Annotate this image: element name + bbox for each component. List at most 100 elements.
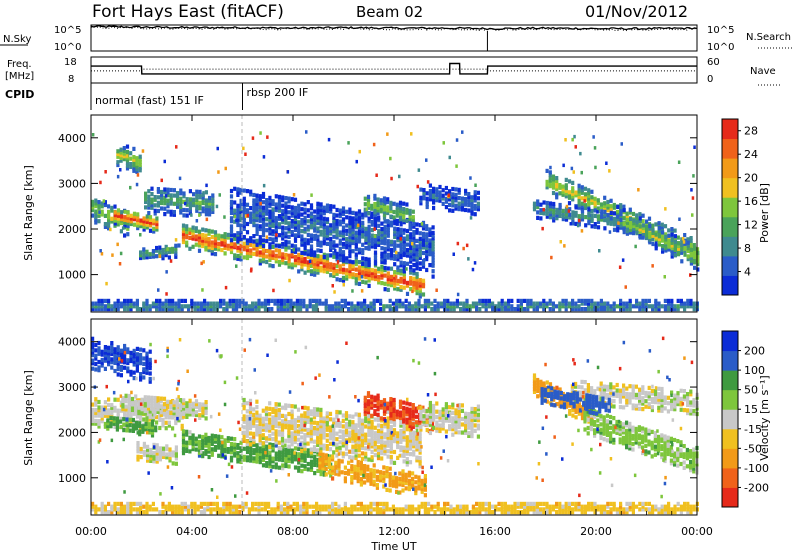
scatter-cell <box>246 238 249 242</box>
scatter-cell <box>364 416 367 420</box>
scatter-cell <box>412 230 415 234</box>
scatter-cell <box>310 269 313 273</box>
scatter-cell <box>143 450 146 454</box>
scatter-cell <box>173 194 176 198</box>
scatter-cell <box>277 299 280 303</box>
speckle-cell <box>166 247 169 251</box>
scatter-cell <box>364 257 367 261</box>
scatter-cell <box>412 263 415 267</box>
scatter-cell <box>613 203 616 207</box>
speckle-cell <box>455 164 458 168</box>
scatter-cell <box>403 459 406 463</box>
scatter-cell <box>170 210 173 214</box>
speckle-cell <box>293 248 296 252</box>
scatter-cell <box>300 414 303 418</box>
scatter-cell <box>355 259 358 263</box>
scatter-cell <box>428 238 431 242</box>
speckle-cell <box>119 262 122 266</box>
scatter-cell <box>195 234 198 238</box>
scatter-cell <box>288 235 291 239</box>
scatter-cell <box>385 304 388 308</box>
scatter-cell <box>389 304 392 308</box>
scatter-cell <box>645 220 648 224</box>
scatter-cell <box>110 304 113 308</box>
scatter-cell <box>316 421 319 425</box>
scatter-cell <box>233 209 236 213</box>
scatter-cell <box>97 419 100 423</box>
scatter-cell <box>278 403 281 407</box>
scatter-cell <box>438 190 441 194</box>
speckle-cell <box>405 267 408 271</box>
scatter-cell <box>590 195 593 199</box>
scatter-cell <box>364 396 367 400</box>
scatter-cell <box>291 410 294 414</box>
scatter-cell <box>252 448 255 452</box>
speckle-cell <box>247 214 250 218</box>
scatter-cell <box>157 396 160 400</box>
scatter-cell <box>377 217 380 221</box>
scatter-cell <box>366 304 369 308</box>
scatter-cell <box>347 307 350 311</box>
scatter-cell <box>635 220 638 224</box>
speckle-cell <box>562 164 565 168</box>
scatter-cell <box>147 211 150 215</box>
scatter-cell <box>294 465 297 469</box>
speckle-cell <box>310 264 313 268</box>
scatter-cell <box>323 217 326 221</box>
scatter-cell <box>267 299 270 303</box>
scatter-cell <box>243 447 246 451</box>
scatter-cell <box>405 304 408 308</box>
scatter-cell <box>307 428 310 432</box>
scatter-cell <box>173 210 176 214</box>
scatter-cell <box>368 258 371 262</box>
scatter-cell <box>204 433 207 437</box>
scatter-cell <box>571 210 574 214</box>
scatter-cell <box>383 441 386 445</box>
scatter-cell <box>297 466 300 470</box>
scatter-cell <box>297 204 300 208</box>
scatter-cell <box>603 210 606 214</box>
scatter-cell <box>591 224 594 228</box>
scatter-cell <box>271 437 274 441</box>
scatter-cell <box>629 208 632 212</box>
scatter-cell <box>122 417 125 421</box>
speckle-cell <box>310 193 313 197</box>
scatter-cell <box>329 273 332 277</box>
speckle-cell <box>333 290 336 294</box>
scatter-cell <box>389 299 392 303</box>
scatter-cell <box>366 465 369 469</box>
scatter-cell <box>571 181 574 185</box>
scatter-cell <box>252 244 255 248</box>
scatter-cell <box>424 493 427 497</box>
speckle-cell <box>384 201 387 205</box>
scatter-cell <box>149 304 152 308</box>
scatter-cell <box>393 254 396 258</box>
scatter-cell <box>101 299 104 303</box>
scatter-cell <box>348 420 351 424</box>
scatter-cell <box>278 260 281 264</box>
speckle-cell <box>259 202 262 206</box>
scatter-cell <box>623 216 626 220</box>
scatter-cell <box>297 408 300 412</box>
scatter-cell <box>342 430 345 434</box>
scatter-cell <box>497 302 500 306</box>
speckle-cell <box>198 213 201 217</box>
scatter-cell <box>184 299 187 303</box>
scatter-cell <box>536 210 539 214</box>
scatter-cell <box>281 463 284 467</box>
scatter-cell <box>117 398 120 402</box>
scatter-cell <box>345 237 348 241</box>
scatter-cell <box>104 304 107 308</box>
scatter-cell <box>326 433 329 437</box>
scatter-cell <box>252 456 255 460</box>
scatter-cell <box>303 406 306 410</box>
scatter-cell <box>352 216 355 220</box>
scatter-cell <box>291 219 294 223</box>
scatter-cell <box>136 441 139 445</box>
scatter-cell <box>152 451 155 455</box>
scatter-cell <box>227 233 230 237</box>
scatter-cell <box>182 213 185 217</box>
scatter-cell <box>395 299 398 303</box>
speckle-cell <box>286 257 289 261</box>
scatter-cell <box>120 349 123 353</box>
